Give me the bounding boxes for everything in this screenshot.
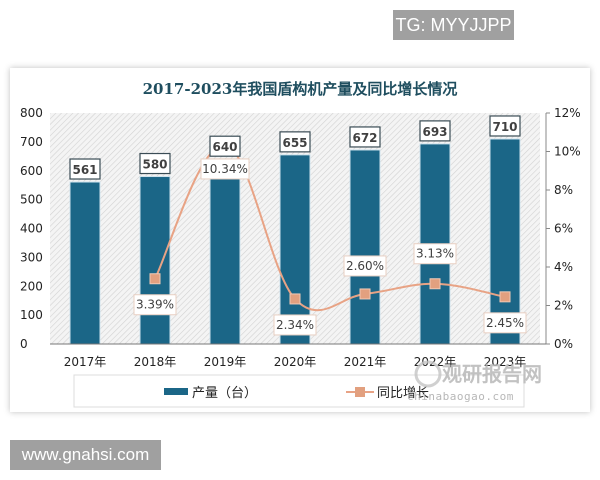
bar bbox=[489, 138, 521, 345]
bar bbox=[279, 154, 311, 345]
growth-value-label: 3.39% bbox=[136, 298, 174, 312]
right-tick-label: 12% bbox=[554, 106, 581, 120]
left-tick-label: 300 bbox=[20, 250, 43, 264]
line-marker bbox=[429, 278, 441, 290]
right-axis: 0% 2% 4% 6% 8% 10% 12% bbox=[545, 106, 581, 351]
right-tick-label: 6% bbox=[554, 222, 573, 236]
tg-badge: TG: MYYJJPP bbox=[393, 10, 514, 40]
line-data-labels: 3.39% 10.34% 2.34% 2.60% 3.13% 2.45% bbox=[133, 158, 527, 336]
legend-line-label: 同比增长 bbox=[377, 386, 429, 401]
bar-value-label: 561 bbox=[72, 163, 97, 177]
line-marker bbox=[149, 273, 161, 285]
left-tick-label: 500 bbox=[20, 193, 43, 207]
growth-value-label: 2.45% bbox=[486, 316, 524, 330]
right-tick-label: 2% bbox=[554, 299, 573, 313]
bar-series bbox=[50, 138, 546, 345]
right-tick-label: 4% bbox=[554, 260, 573, 274]
bar bbox=[209, 158, 241, 345]
x-tick-label: 2023年 bbox=[484, 355, 527, 369]
bar bbox=[139, 176, 171, 345]
watermark: 观研报告网 chinabaogao.com bbox=[407, 360, 542, 403]
left-tick-label: 100 bbox=[20, 308, 43, 322]
growth-value-label: 2.34% bbox=[276, 318, 314, 332]
watermark-cn: 观研报告网 bbox=[442, 362, 542, 386]
left-tick-label: 0 bbox=[20, 337, 28, 351]
combo-chart: 0 100 200 300 400 500 600 700 800 0% 2% 4% 6% 8% 10% 1… bbox=[20, 106, 581, 408]
left-tick-label: 600 bbox=[20, 164, 43, 178]
left-tick-label: 200 bbox=[20, 279, 43, 293]
bar-data-labels: 561 580 640 655 672 693 710 bbox=[69, 115, 521, 180]
left-tick-label: 400 bbox=[20, 222, 43, 236]
line-marker bbox=[289, 293, 301, 305]
bar bbox=[349, 149, 381, 345]
chart-card: 2017-2023年我国盾构机产量及同比增长情况 0 100 200 300 400 50… bbox=[10, 68, 590, 412]
left-tick-label: 700 bbox=[20, 135, 43, 149]
bar bbox=[69, 181, 101, 345]
watermark-url: chinabaogao.com bbox=[407, 390, 514, 403]
legend-bar-label: 产量（台） bbox=[192, 386, 257, 401]
right-tick-label: 0% bbox=[554, 337, 573, 351]
x-tick-label: 2022年 bbox=[414, 355, 457, 369]
bar-value-label: 580 bbox=[142, 158, 167, 172]
left-tick-label: 800 bbox=[20, 106, 43, 120]
x-tick-label: 2017年 bbox=[64, 355, 107, 369]
chart-title: 2017-2023年我国盾构机产量及同比增长情况 bbox=[142, 80, 458, 98]
line-marker bbox=[499, 291, 511, 303]
bar-value-label: 640 bbox=[212, 140, 237, 154]
left-axis: 0 100 200 300 400 500 600 700 800 bbox=[20, 106, 43, 351]
x-tick-label: 2020年 bbox=[274, 355, 317, 369]
bar-value-label: 693 bbox=[422, 125, 447, 139]
growth-value-label: 10.34% bbox=[202, 162, 248, 176]
x-tick-label: 2018年 bbox=[134, 355, 177, 369]
line-marker bbox=[359, 288, 371, 300]
site-badge: www.gnahsi.com bbox=[10, 440, 161, 470]
x-tick-label: 2019年 bbox=[204, 355, 247, 369]
legend-line-swatch bbox=[355, 387, 365, 397]
legend-bar-swatch bbox=[164, 388, 188, 395]
right-tick-label: 10% bbox=[554, 145, 581, 159]
bar-value-label: 655 bbox=[282, 136, 307, 150]
growth-value-label: 2.60% bbox=[346, 259, 384, 273]
bar-value-label: 710 bbox=[492, 120, 517, 134]
x-tick-label: 2021年 bbox=[344, 355, 387, 369]
growth-value-label: 3.13% bbox=[416, 247, 454, 261]
x-axis: 2017年 2018年 2019年 2020年 2021年 2022年 2023年 bbox=[64, 355, 527, 369]
bar-value-label: 672 bbox=[352, 131, 377, 145]
legend: 产量（台） 同比增长 bbox=[73, 374, 525, 408]
right-tick-label: 8% bbox=[554, 183, 573, 197]
